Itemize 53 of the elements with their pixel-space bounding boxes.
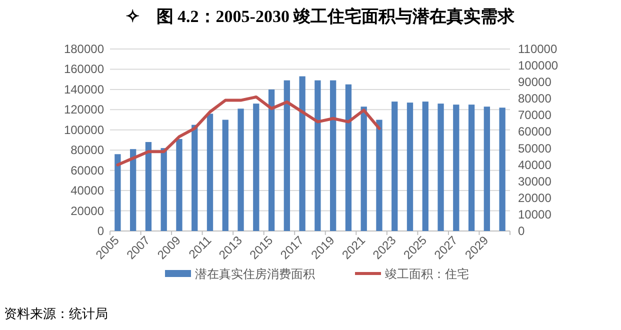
text: 资料来源：统计局 — [4, 306, 108, 321]
bar — [376, 120, 382, 231]
bar — [422, 102, 428, 231]
y2-tick-label: 30000 — [518, 174, 552, 188]
y-tick-label: 140000 — [64, 82, 104, 96]
y-tick-label: 160000 — [64, 62, 104, 76]
bar — [438, 104, 444, 231]
bar — [499, 108, 506, 231]
chart-title: ✧ 图 4.2：2005-2030 竣工住宅面积与潜在真实需求 — [125, 7, 516, 26]
bar — [453, 104, 460, 231]
y-tick-label: 120000 — [64, 102, 104, 117]
bar — [406, 102, 414, 231]
bar — [222, 120, 228, 231]
y-tick-label: 60000 — [70, 163, 104, 178]
y2-tick-label: 40000 — [518, 158, 552, 172]
y-tick-label: 180000 — [64, 42, 104, 56]
legend-label: 潜在真实住房消费面积 — [195, 267, 315, 281]
bar — [192, 124, 198, 231]
bar — [238, 108, 244, 231]
bar — [468, 104, 475, 231]
bar — [345, 84, 352, 231]
bar — [114, 154, 121, 231]
y2-tick-label: 100000 — [518, 58, 558, 73]
bar — [330, 80, 336, 231]
bar — [392, 102, 398, 231]
bar — [130, 149, 136, 231]
bar — [206, 114, 214, 231]
bar — [145, 142, 152, 231]
line-series — [116, 95, 381, 166]
bar — [253, 104, 260, 231]
y-tick-label: 40000 — [70, 184, 104, 198]
bar — [176, 138, 182, 231]
bar — [314, 80, 321, 231]
legend-label: 竣工面积：住宅 — [385, 267, 469, 281]
y2-tick-label: 10000 — [518, 207, 552, 222]
y2-tick-label: 70000 — [518, 108, 552, 122]
y2-tick-label: 110000 — [518, 42, 558, 56]
bar — [284, 80, 290, 231]
bar — [484, 106, 490, 231]
y-tick-label: 20000 — [70, 204, 104, 218]
y2-tick-label: 0 — [518, 224, 525, 238]
y-tick-label: 0 — [97, 224, 104, 238]
y2-tick-label: 50000 — [518, 141, 552, 156]
y2-tick-label: 60000 — [518, 124, 552, 139]
bar — [360, 106, 367, 231]
y-tick-label: 80000 — [70, 143, 104, 158]
bar — [299, 76, 306, 231]
y2-tick-label: 80000 — [518, 92, 552, 106]
bar — [160, 148, 167, 231]
bar — [268, 89, 275, 231]
y-tick-label: 100000 — [64, 122, 104, 137]
y2-tick-label: 90000 — [518, 75, 552, 90]
y2-tick-label: 20000 — [518, 190, 552, 205]
